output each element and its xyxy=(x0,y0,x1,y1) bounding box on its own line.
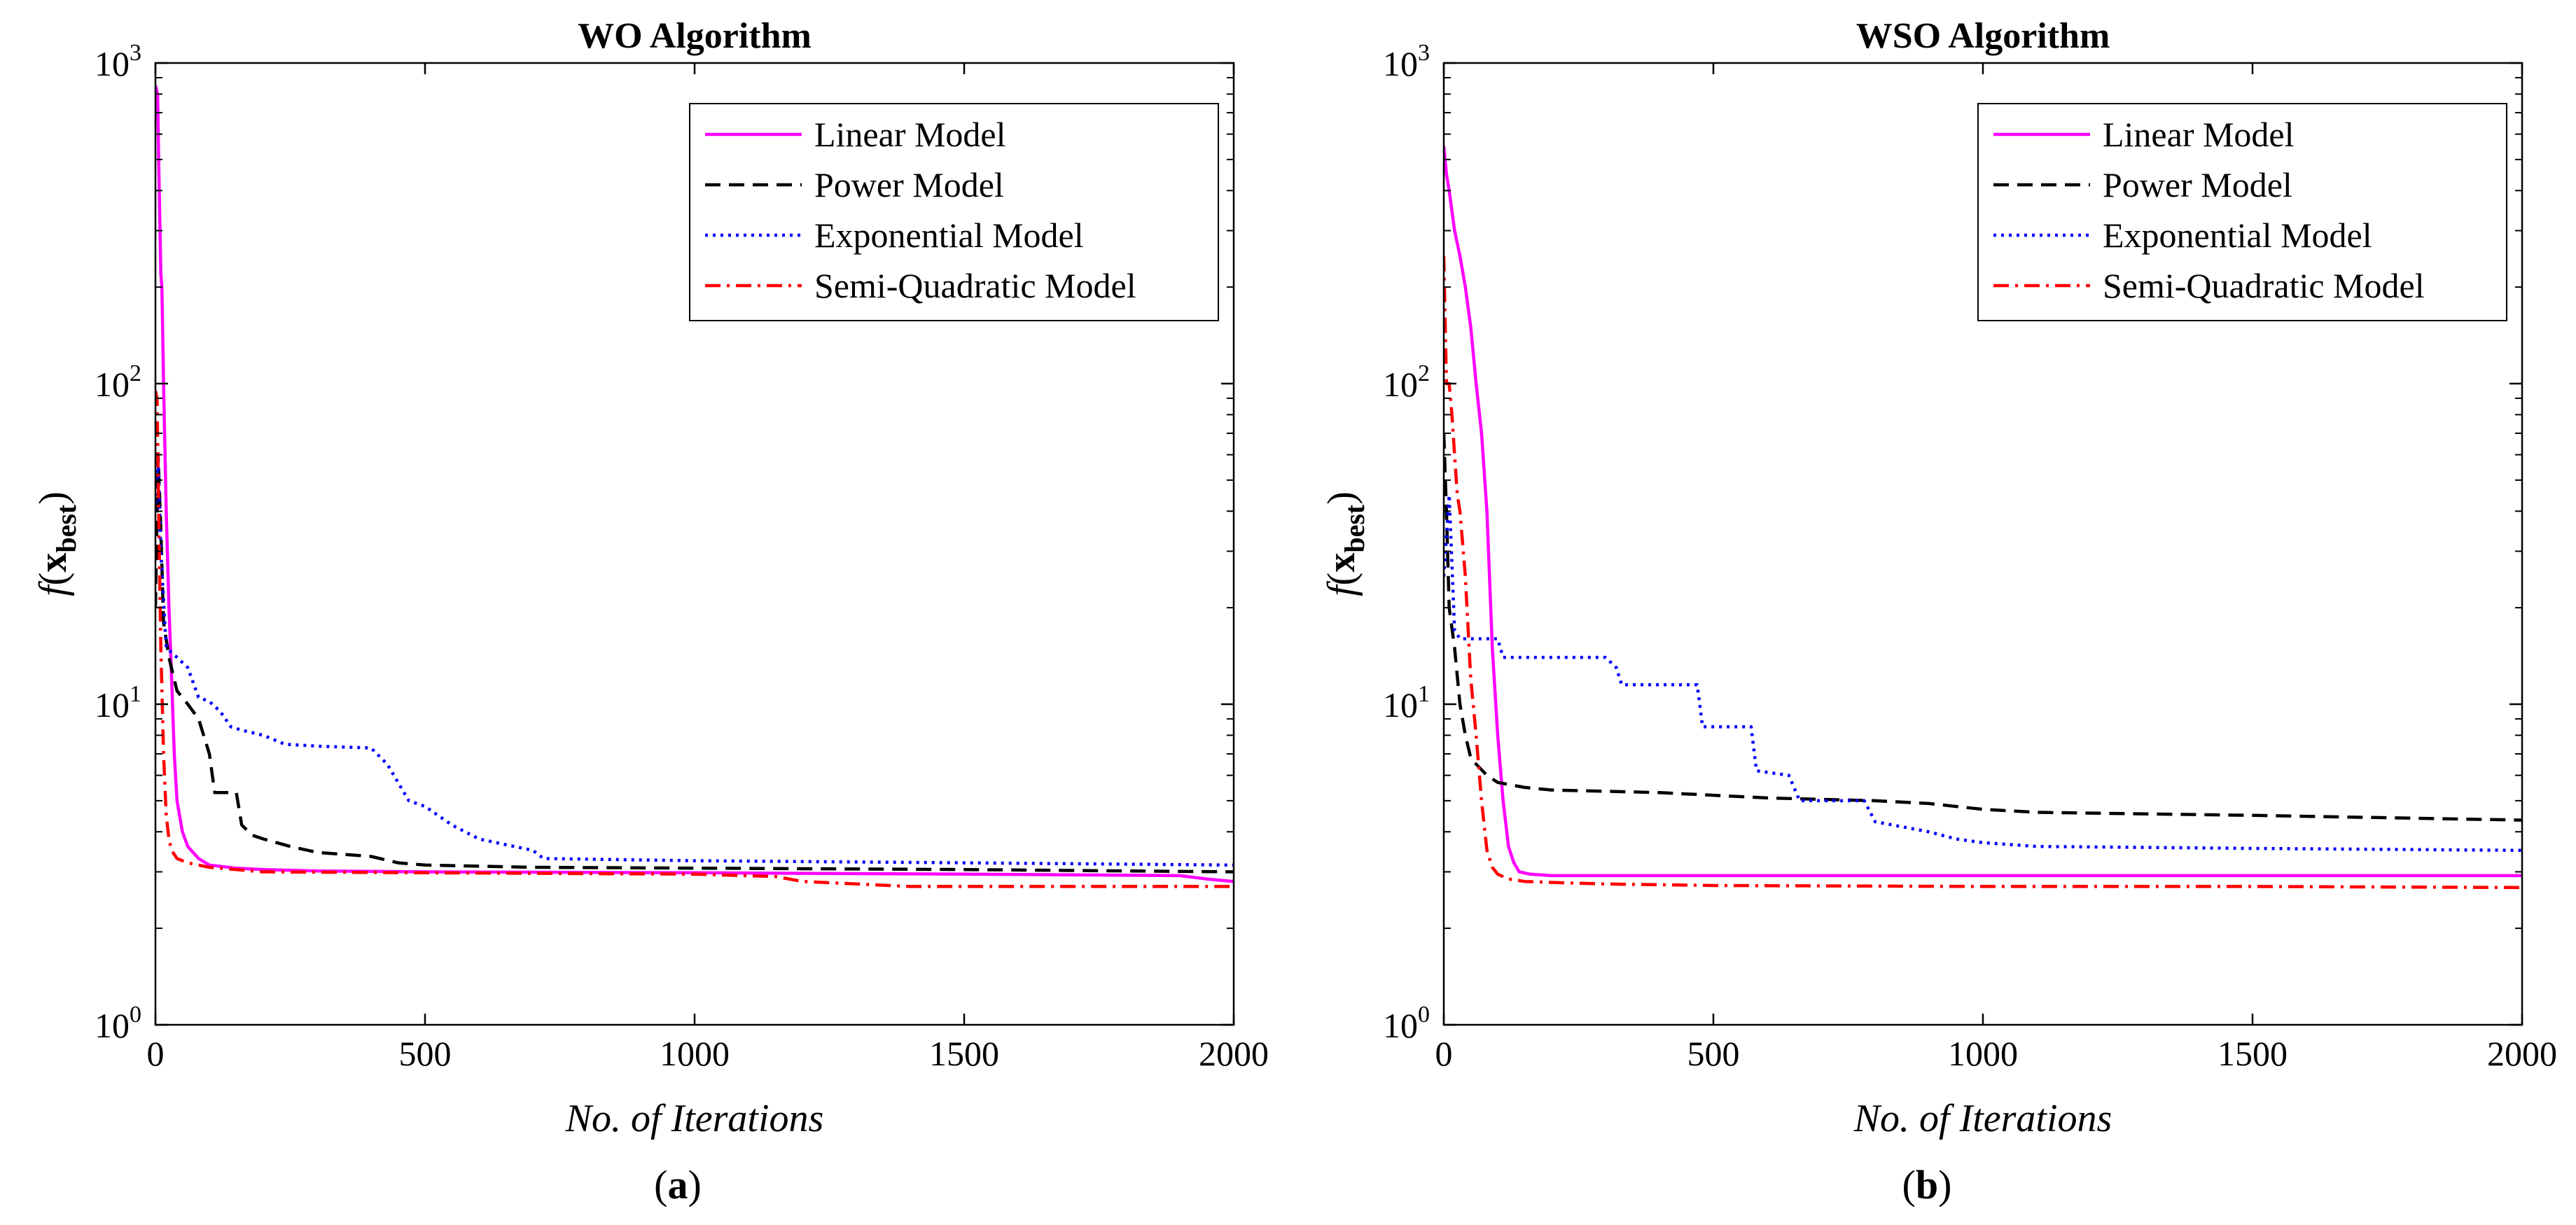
y-tick-base: 10 xyxy=(95,44,130,83)
y-tick-exponent: 2 xyxy=(130,360,141,386)
panel-label-close: ) xyxy=(1938,1162,1951,1208)
panel-label: (b) xyxy=(1902,1162,1952,1208)
y-label-sub: best xyxy=(1339,504,1370,553)
y-label-open: ( xyxy=(1320,573,1363,586)
panel-label-open: ( xyxy=(1902,1162,1916,1208)
y-tick-base: 10 xyxy=(1383,44,1418,83)
legend-label: Semi-Quadratic Model xyxy=(2103,266,2425,305)
legend-label: Power Model xyxy=(2103,165,2292,204)
y-tick-exponent: 1 xyxy=(1418,681,1430,707)
y-tick-label: 101 xyxy=(95,681,141,724)
y-label-sub: best xyxy=(50,504,82,553)
y-tick-label: 102 xyxy=(95,360,141,404)
y-tick-label: 100 xyxy=(95,1002,141,1045)
y-tick-label: 103 xyxy=(1383,40,1430,83)
y-label-close: ) xyxy=(1320,491,1363,505)
x-axis-label: No. of Iterations xyxy=(565,1097,824,1140)
x-tick-label: 1000 xyxy=(660,1034,730,1073)
series-group xyxy=(155,85,1234,888)
y-tick-label: 101 xyxy=(1383,681,1430,724)
y-tick-label: 100 xyxy=(1383,1002,1430,1045)
y-tick-base: 10 xyxy=(1383,365,1418,404)
x-tick-label: 500 xyxy=(1687,1034,1740,1073)
y-axis-label: f(xbest) xyxy=(1320,491,1370,596)
y-tick-base: 10 xyxy=(1383,1006,1418,1045)
chart-title: WSO Algorithm xyxy=(1856,16,2110,56)
y-tick-exponent: 0 xyxy=(130,1002,141,1028)
series-line-linear-model xyxy=(1444,146,2522,878)
y-label-var: x xyxy=(32,553,75,573)
y-label-close: ) xyxy=(32,491,75,505)
y-tick-exponent: 2 xyxy=(1418,360,1430,386)
legend-label: Semi-Quadratic Model xyxy=(814,266,1136,305)
y-label-var: x xyxy=(1320,553,1363,573)
x-tick-label: 2000 xyxy=(1199,1034,1269,1073)
x-tick-label: 1500 xyxy=(2218,1034,2288,1073)
y-tick-base: 10 xyxy=(1383,685,1418,724)
y-tick-base: 10 xyxy=(95,365,130,404)
series-line-power-model xyxy=(155,453,1234,874)
series-line-exponential-model xyxy=(155,453,1234,867)
y-tick-exponent: 3 xyxy=(130,40,141,66)
legend-label: Power Model xyxy=(814,165,1004,204)
series-group xyxy=(1444,146,2522,890)
legend-label: Linear Model xyxy=(2103,115,2295,154)
panel-label: (a) xyxy=(654,1162,702,1208)
panel-label-open: ( xyxy=(654,1162,667,1208)
y-tick-exponent: 1 xyxy=(130,681,141,707)
legend: Linear Model Power Model Exponential Model… xyxy=(1977,103,2507,321)
series-line-power-model xyxy=(1444,433,2522,822)
x-tick-label: 0 xyxy=(1435,1034,1453,1073)
x-tick-label: 1500 xyxy=(929,1034,999,1073)
x-tick-label: 0 xyxy=(147,1034,165,1073)
legend-label: Exponential Model xyxy=(814,216,1084,255)
x-axis-label: No. of Iterations xyxy=(1853,1097,2112,1140)
y-tick-base: 10 xyxy=(95,685,130,724)
y-label-open: ( xyxy=(32,573,75,586)
panel-label-letter: a xyxy=(668,1162,688,1208)
panel-label-letter: b xyxy=(1916,1162,1938,1208)
series-line-semi-quadratic-model xyxy=(155,390,1234,888)
y-tick-base: 10 xyxy=(95,1006,130,1045)
y-tick-exponent: 3 xyxy=(1418,40,1430,66)
legend-label: Linear Model xyxy=(814,115,1006,154)
chart-title: WO Algorithm xyxy=(578,16,812,56)
y-tick-exponent: 0 xyxy=(1418,1002,1430,1028)
legend-label: Exponential Model xyxy=(2103,216,2372,255)
panel-label-close: ) xyxy=(688,1162,702,1208)
y-tick-label: 103 xyxy=(95,40,141,83)
x-tick-label: 1000 xyxy=(1948,1034,2018,1073)
x-tick-label: 2000 xyxy=(2487,1034,2557,1073)
legend: Linear Model Power Model Exponential Model… xyxy=(689,103,1219,321)
y-axis-label: f(xbest) xyxy=(32,491,82,596)
series-line-linear-model xyxy=(155,85,1234,883)
x-tick-label: 500 xyxy=(399,1034,452,1073)
y-tick-label: 102 xyxy=(1383,360,1430,404)
